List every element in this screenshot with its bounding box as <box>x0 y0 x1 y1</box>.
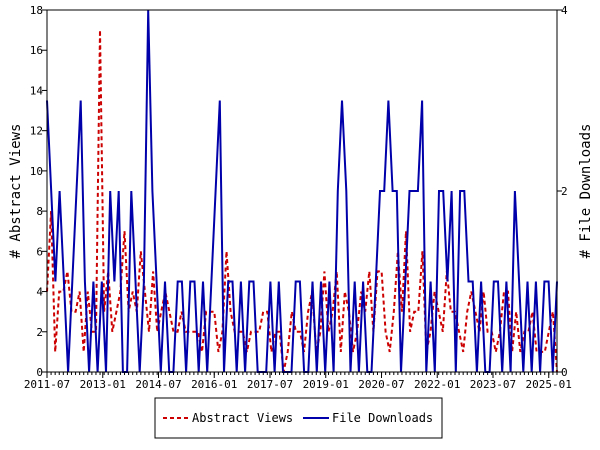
axis-layer: 0 2 4 6 8 10 12 14 16 18 0 2 4 2011-07 2013-01 2014-07 2… <box>24 4 572 391</box>
x-axis-tick-label: 2014-07 <box>135 378 181 391</box>
series-layer <box>46 9 558 373</box>
right-axis-tick-label: 2 <box>561 185 568 198</box>
left-axis-tick-label: 12 <box>30 125 43 138</box>
x-axis-tick-label: 2022-01 <box>414 378 460 391</box>
left-axis-tick-label: 0 <box>36 366 43 379</box>
x-axis-tick-label: 2025-01 <box>526 378 572 391</box>
left-axis-tick-label: 10 <box>30 165 43 178</box>
x-axis-tick-label: 2017-07 <box>247 378 293 391</box>
x-axis-tick-label: 2020-07 <box>358 378 404 391</box>
plot-frame <box>46 9 558 373</box>
legend-label-abstract-views: Abstract Views <box>192 411 293 425</box>
left-axis-tick-label: 14 <box>30 84 44 97</box>
left-axis-title: # Abstract Views <box>8 124 24 259</box>
series-line-file-downloads <box>46 9 558 373</box>
right-axis-tick-label: 0 <box>561 366 568 379</box>
x-axis-tick-label: 2013-01 <box>80 378 126 391</box>
x-axis-tick-label: 2011-07 <box>24 378 70 391</box>
legend-box <box>154 397 443 439</box>
x-axis-tick-label: 2023-07 <box>470 378 516 391</box>
right-axis-tick-label: 4 <box>561 4 568 17</box>
left-axis-tick-label: 2 <box>36 326 43 339</box>
left-axis-tick-label: 18 <box>30 4 43 17</box>
x-axis-tick-label: 2019-01 <box>303 378 349 391</box>
x-axis-tick-label: 2016-01 <box>191 378 237 391</box>
left-axis-tick-label: 4 <box>36 286 43 299</box>
series-line-abstract-views <box>46 30 558 373</box>
left-axis-tick-label: 8 <box>36 205 43 218</box>
right-axis-title: # File Downloads <box>578 124 594 259</box>
legend-label-file-downloads: File Downloads <box>332 411 433 425</box>
left-axis-tick-label: 6 <box>36 245 43 258</box>
legend: Abstract Views File Downloads <box>154 397 443 439</box>
left-axis-tick-label: 16 <box>30 44 43 57</box>
